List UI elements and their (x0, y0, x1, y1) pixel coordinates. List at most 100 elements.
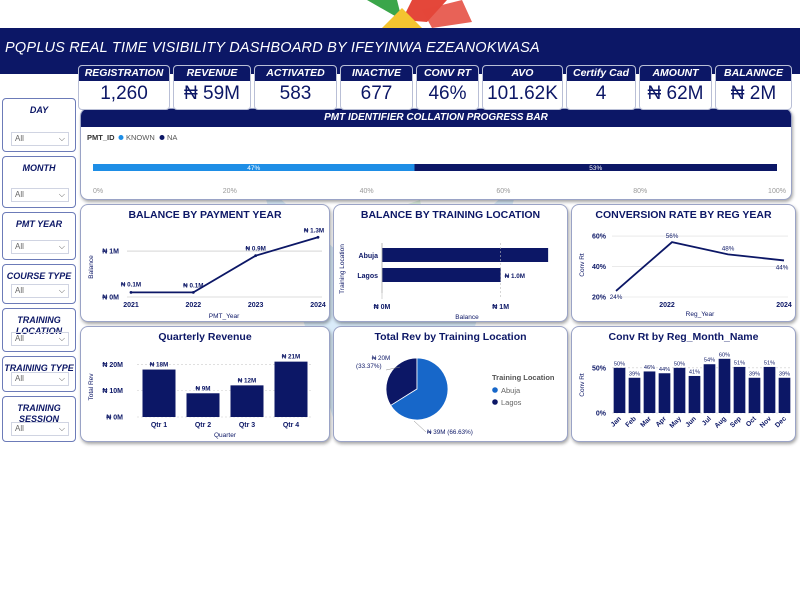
data-label: 24% (610, 294, 623, 301)
chevron-down-icon[interactable]: ⌵ (58, 424, 65, 433)
pmt-progress-chart: PMT_ID KNOWN NA 47% 53% 0% 20% 40% 60% 80% 100% (87, 133, 786, 195)
chevron-down-icon[interactable]: ⌵ (58, 334, 65, 343)
kpi-card-conv-rt: CONV RT 46% (416, 65, 479, 110)
kpi-card-revenue: REVENUE ₦ 59M (173, 65, 251, 110)
y-tick-label: 60% (592, 234, 607, 241)
slicer-dropdown[interactable]: All ⌵ (11, 284, 69, 298)
kpi-card-inactive: INACTIVE 677 (340, 65, 413, 110)
x-tick-label: Nov (759, 415, 773, 429)
data-label: 39% (779, 371, 790, 377)
x-tick-label: Dec (774, 415, 788, 429)
balance-by-year-chart: ₦ 0M ₦ 1M Balance ₦ 0.1M 2021 ₦ 0.1M 2022 ₦ 0.9… (88, 227, 326, 320)
leader-line (385, 366, 401, 371)
y-tick-label: 20% (592, 295, 607, 302)
legend-entry: Abuja (501, 386, 521, 395)
pie-slice (390, 357, 449, 421)
data-label: ₦ 21M (282, 354, 301, 361)
slicer-label: COURSE TYPE (6, 271, 72, 281)
x-tick-label: Sep (729, 415, 743, 429)
pmt-progress-panel: PMT IDENTIFIER COLLATION PROGRESS BAR PM… (80, 108, 792, 200)
slicer-label: TRAINING SESSION (17, 403, 61, 424)
legend-title: Training Location (492, 373, 555, 382)
x-tick-label: 0% (93, 188, 103, 195)
chevron-down-icon[interactable]: ⌵ (58, 374, 65, 383)
progress-segment (414, 164, 777, 171)
kpi-label: Certify Cad (567, 66, 635, 81)
bar (673, 367, 686, 413)
legend-marker (492, 387, 498, 393)
bar (703, 364, 716, 413)
y-tick-label: ₦ 10M (102, 388, 123, 395)
chevron-down-icon[interactable]: ⌵ (58, 134, 65, 143)
bar (613, 367, 626, 413)
data-label: 41% (689, 369, 700, 375)
legend-entry: NA (167, 133, 177, 142)
chevron-down-icon[interactable]: ⌵ (58, 242, 65, 251)
data-label: ₦ 39M (66.63%) (427, 429, 473, 436)
x-tick-label: 100% (768, 188, 786, 195)
data-label: 60% (719, 352, 730, 358)
slicer-dropdown[interactable]: All ⌵ (11, 372, 69, 386)
slicer-training-session: TRAINING SESSION All ⌵ (2, 396, 76, 442)
x-tick-label: May (669, 415, 683, 429)
series-line (615, 241, 785, 292)
data-point (129, 291, 133, 294)
slicer-dropdown[interactable]: All ⌵ (11, 332, 69, 346)
slicer-dropdown[interactable]: All ⌵ (11, 132, 69, 146)
conversion-by-month-panel: Conv Rt by Reg_Month_Name 0% 50% Conv Rt 50… (571, 326, 796, 442)
data-point (191, 291, 195, 294)
kpi-card-registration: REGISTRATION 1,260 (78, 65, 170, 110)
x-axis-label: Balance (455, 314, 479, 321)
x-axis-label: Quarter (214, 432, 237, 439)
data-label: 51% (734, 360, 745, 366)
bar (382, 248, 549, 262)
category-label: Abuja (359, 253, 379, 260)
bar (274, 361, 308, 417)
y-tick-label: 50% (592, 365, 607, 372)
balance-by-location-title: BALANCE BY TRAINING LOCATION (360, 209, 541, 221)
series-line (131, 236, 319, 294)
chevron-down-icon[interactable]: ⌵ (58, 190, 65, 199)
x-tick-label: 20% (223, 188, 237, 195)
quarterly-revenue-panel: Quarterly Revenue ₦ 0M ₦ 10M ₦ 20M ₦ 18M Qtr… (80, 326, 330, 442)
x-tick-label: Qtr 4 (283, 422, 299, 429)
data-label: ₦ 20M (372, 355, 391, 362)
kpi-value: 4 (595, 83, 607, 104)
conversion-by-month-chart: 0% 50% Conv Rt 50% Jan 39% Feb 46% Mar 44% Apr 50% M… (579, 352, 792, 430)
kpi-label: ACTIVATED (255, 66, 336, 81)
brand-logo (367, 0, 472, 28)
data-label: ₦ 9M (195, 385, 210, 392)
bar (733, 366, 746, 413)
x-tick-label: 60% (496, 188, 510, 195)
data-label: 56% (666, 233, 679, 240)
bar (382, 268, 501, 282)
x-tick-label: Jul (701, 415, 713, 427)
data-label: 39% (629, 371, 640, 377)
revenue-by-location-title: Total Rev by Training Location (374, 331, 527, 343)
balance-by-location-panel: BALANCE BY TRAINING LOCATION Abuja Lagos ₦… (333, 204, 568, 322)
slicer-dropdown[interactable]: All ⌵ (11, 240, 69, 254)
bar (718, 358, 731, 413)
data-label: ₦ 0.1M (121, 281, 141, 288)
data-label: 54% (704, 358, 715, 364)
y-axis-label: Conv Rt (579, 253, 586, 277)
y-axis-label: Balance (88, 255, 95, 279)
chevron-down-icon[interactable]: ⌵ (58, 286, 65, 295)
slicer-training-type: TRAINING TYPE All ⌵ (2, 356, 76, 392)
dashboard-title: PQPLUS REAL TIME VISIBILITY DASHBOARD BY… (5, 40, 540, 56)
kpi-label: BALANNCE (716, 66, 791, 81)
data-label: 48% (722, 245, 735, 252)
quarterly-revenue-title: Quarterly Revenue (158, 331, 252, 343)
x-tick-label: 2022 (659, 302, 675, 309)
slicer-pmt-year: PMT YEAR All ⌵ (2, 212, 76, 260)
kpi-label: AVO (483, 66, 562, 81)
x-tick-label: 80% (633, 188, 647, 195)
slicer-dropdown[interactable]: All ⌵ (11, 422, 69, 436)
kpi-label: INACTIVE (341, 66, 412, 81)
slicer-selected-value: All (15, 334, 24, 343)
kpi-value: 677 (360, 83, 393, 104)
y-tick-label: 40% (592, 264, 607, 271)
slicer-month: MONTH All ⌵ (2, 156, 76, 208)
slicer-dropdown[interactable]: All ⌵ (11, 188, 69, 202)
progress-panel-title: PMT IDENTIFIER COLLATION PROGRESS BAR (81, 109, 791, 127)
